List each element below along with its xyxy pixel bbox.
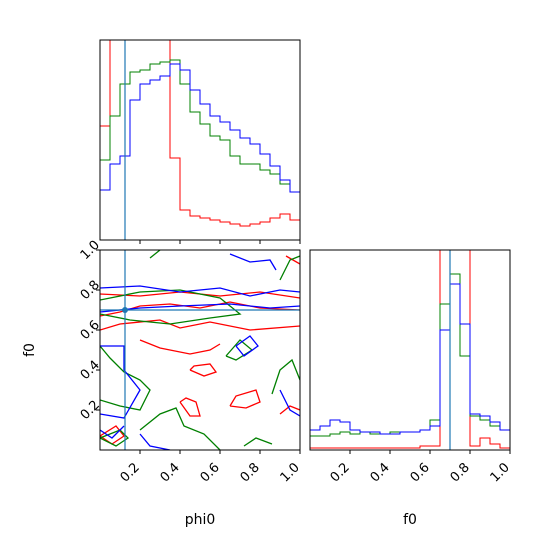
contour-blue: [100, 303, 300, 313]
f0-x-tick-label: 0.6: [408, 460, 433, 485]
y-tick-label: 0.2: [78, 398, 103, 423]
f0-hist-blue: [309, 283, 511, 450]
f0-x-tick-label: 0.2: [328, 460, 353, 485]
contour-green: [271, 358, 300, 395]
x-axis-label-f0: f0: [403, 512, 417, 528]
contour-green: [279, 255, 300, 281]
x-axis-label-phi0: phi0: [185, 512, 216, 528]
contour-blue: [235, 335, 259, 357]
contour-lines: [100, 250, 300, 450]
contour-red: [285, 255, 300, 265]
contour-green: [100, 289, 242, 325]
f0-marginal-panel: 0.2 0.4 0.6 0.8 1.0 f0: [309, 249, 513, 528]
contour-blue: [100, 285, 300, 297]
f0-marginal-frame: [309, 249, 511, 451]
contour-green: [100, 345, 151, 411]
contour-frame: [99, 249, 301, 451]
y-tick-label: 0.8: [78, 278, 103, 303]
contour-blue: [139, 433, 171, 450]
x-tick-label: 0.2: [118, 460, 143, 485]
contour-red: [189, 363, 218, 377]
f0-hist-red: [309, 249, 511, 450]
contour-red: [100, 319, 300, 331]
phi0-marginal-panel: [99, 39, 301, 244]
contour-y-ticks: 0.2 0.4 0.6 0.8 1.0: [78, 238, 103, 423]
contour-blue: [100, 345, 141, 419]
contour-red: [229, 389, 261, 409]
y-tick-label: 1.0: [78, 238, 103, 263]
f0-x-tick-label: 0.8: [448, 460, 473, 485]
x-tick-label: 1.0: [278, 460, 303, 485]
truth-marker: [122, 307, 128, 313]
f0-hist-green: [309, 273, 511, 450]
f0-marginal-x-ticks: 0.2 0.4 0.6 0.8 1.0: [328, 450, 513, 485]
phi0-marginal-frame: [99, 39, 301, 241]
x-tick-label: 0.8: [238, 460, 263, 485]
phi0-hist-green: [99, 59, 301, 240]
phi0-marginal-ticks: [139, 240, 301, 244]
y-axis-label-f0: f0: [22, 343, 38, 357]
x-tick-label: 0.4: [158, 460, 183, 485]
contour-red: [179, 397, 201, 417]
contour-green: [100, 429, 130, 447]
y-tick-label: 0.4: [78, 358, 103, 383]
phi0-hist-blue: [99, 63, 301, 240]
contour-red: [100, 291, 300, 299]
contour-red: [139, 339, 221, 355]
f0-histograms: [309, 249, 511, 450]
contour-blue: [229, 253, 277, 271]
contour-blue: [279, 389, 300, 417]
f0-x-tick-label: 0.4: [368, 460, 393, 485]
contour-blue: [100, 425, 125, 439]
contour-green: [243, 437, 273, 447]
contour-green: [149, 250, 161, 259]
f0-x-tick-label: 1.0: [488, 460, 513, 485]
contour-green: [139, 407, 221, 450]
contour-red: [279, 405, 300, 415]
contour-x-ticks: 0.2 0.4 0.6 0.8 1.0: [118, 450, 303, 485]
phi0-f0-contour-panel: 0.2 0.4 0.6 0.8 1.0 0.2 0.4 0.6 0.8 1.0 phi0 f0: [22, 238, 303, 528]
phi0-histograms: [99, 39, 301, 240]
x-tick-label: 0.6: [198, 460, 223, 485]
y-tick-label: 0.6: [78, 318, 103, 343]
